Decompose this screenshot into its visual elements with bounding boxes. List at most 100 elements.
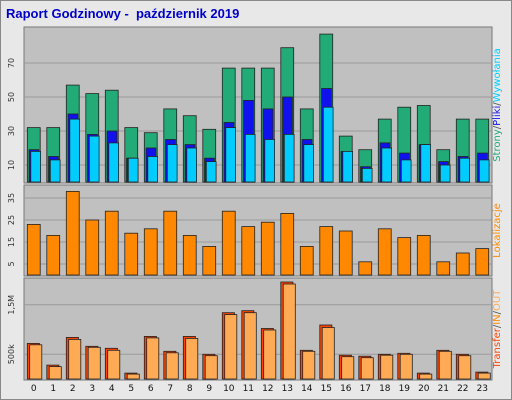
x-tick-label: 7	[167, 384, 173, 394]
bar-out	[243, 312, 257, 380]
y-tick-label: 25	[7, 215, 16, 225]
x-tick-label: 5	[128, 384, 134, 394]
bar-wywo-ania	[244, 133, 256, 183]
bar-lokalizacje	[260, 221, 275, 276]
x-tick-label: 19	[399, 384, 411, 394]
bar-lokalizacje	[397, 237, 412, 276]
bar-wywo-ania	[108, 142, 120, 183]
bar-wywo-ania	[400, 159, 412, 183]
bar-wywo-ania	[264, 139, 275, 183]
y-tick-label: 10	[7, 160, 16, 170]
bar-wywo-ania	[186, 147, 198, 183]
bar-wywo-ania	[49, 159, 61, 183]
y-axis-label-part: Transfer	[492, 327, 503, 369]
bar-wywo-ania	[205, 161, 217, 183]
y-tick-label: 30	[7, 126, 16, 136]
panel-locations: 5 15 25 35 Lokalizacje	[7, 190, 503, 276]
bar-lokalizacje	[124, 232, 139, 276]
x-tick-label: 17	[360, 384, 371, 394]
bar-wywo-ania	[439, 164, 451, 183]
bar-lokalizacje	[455, 252, 470, 276]
x-tick-label: 2	[70, 384, 76, 394]
bar-wywo-ania	[322, 106, 334, 183]
bar-lokalizacje	[241, 226, 256, 276]
x-tick-label: 10	[223, 384, 235, 394]
y-axis-label-part: OUT	[492, 289, 503, 311]
bar-lokalizacje	[65, 190, 80, 276]
x-tick-label: 18	[379, 384, 391, 394]
y-axis-label-separator: /	[492, 310, 503, 314]
bar-wywo-ania	[361, 167, 373, 183]
x-tick-label: 12	[262, 384, 273, 394]
bar-out	[477, 372, 491, 380]
y-axis-label-separator: /	[492, 102, 503, 106]
y-axis-label-separator: /	[492, 125, 503, 129]
bar-out	[282, 283, 296, 380]
x-tick-label: 21	[438, 384, 449, 394]
bar-wywo-ania	[127, 157, 139, 183]
y-axis-label: Lokalizacje	[492, 203, 503, 258]
bar-out	[263, 329, 277, 380]
bar-out	[48, 366, 62, 380]
bar-lokalizacje	[26, 223, 41, 276]
x-tick-label: 22	[457, 384, 468, 394]
bar-wywo-ania	[342, 150, 353, 183]
bar-out	[341, 356, 355, 380]
bar-wywo-ania	[283, 133, 295, 183]
bar-out	[224, 314, 238, 380]
bar-out	[29, 344, 43, 380]
bar-out	[321, 327, 335, 380]
bar-out	[107, 349, 121, 380]
bar-wywo-ania	[166, 144, 178, 183]
bar-wywo-ania	[478, 159, 490, 183]
bar-lokalizacje	[280, 212, 295, 276]
bar-out	[146, 337, 160, 380]
bar-lokalizacje	[436, 261, 451, 276]
x-axis-hours: 0 1 2 3 4 5 6 7 8 9 10 11 12 13 14 15 16 17 18 19 20 21 22 23	[31, 384, 488, 394]
y-tick-label: 15	[7, 237, 16, 247]
bar-wywo-ania	[88, 135, 100, 183]
report-title: Raport Godzinowy - październik 2019	[6, 6, 240, 21]
bar-wywo-ania	[69, 118, 81, 183]
y-axis-label: Strony/Pliki/Wywołania	[492, 48, 503, 162]
x-tick-label: 16	[340, 384, 352, 394]
bar-out	[87, 346, 101, 380]
y-tick-label: 35	[7, 193, 16, 203]
y-axis-label-part: IN	[492, 314, 503, 324]
x-tick-label: 15	[321, 384, 332, 394]
bar-lokalizacje	[221, 210, 236, 276]
panel-transfer-background	[23, 277, 493, 381]
bar-out	[302, 350, 316, 380]
y-tick-label: 500k	[7, 344, 16, 364]
bar-lokalizacje	[319, 226, 334, 276]
x-tick-label: 14	[301, 384, 313, 394]
bar-out	[438, 350, 452, 380]
y-tick-label: 70	[7, 58, 16, 68]
bar-wywo-ania	[420, 144, 431, 183]
y-axis-label: Transfer/IN/OUT	[492, 289, 503, 370]
panel-visits-background	[23, 26, 493, 184]
y-tick-label: 5	[7, 261, 16, 266]
bar-lokalizacje	[104, 210, 119, 276]
x-tick-label: 8	[187, 384, 193, 394]
bar-wywo-ania	[225, 127, 237, 183]
y-axis-label-part: Pliki	[492, 106, 503, 126]
x-tick-label: 1	[50, 384, 56, 394]
y-axis-label-part: Strony	[492, 129, 503, 162]
bar-lokalizacje	[46, 234, 61, 276]
bar-out	[204, 355, 218, 380]
x-tick-label: 6	[148, 384, 154, 394]
bar-lokalizacje	[358, 261, 373, 276]
bar-lokalizacje	[182, 234, 197, 276]
bar-out	[185, 337, 199, 380]
bar-lokalizacje	[163, 210, 178, 276]
x-tick-label: 4	[109, 384, 115, 394]
bar-wywo-ania	[147, 156, 159, 183]
bar-out	[68, 338, 82, 380]
bar-out	[165, 352, 179, 380]
y-tick-label: 1,5M	[7, 295, 16, 315]
x-tick-label: 11	[243, 384, 254, 394]
x-tick-label: 20	[418, 384, 430, 394]
